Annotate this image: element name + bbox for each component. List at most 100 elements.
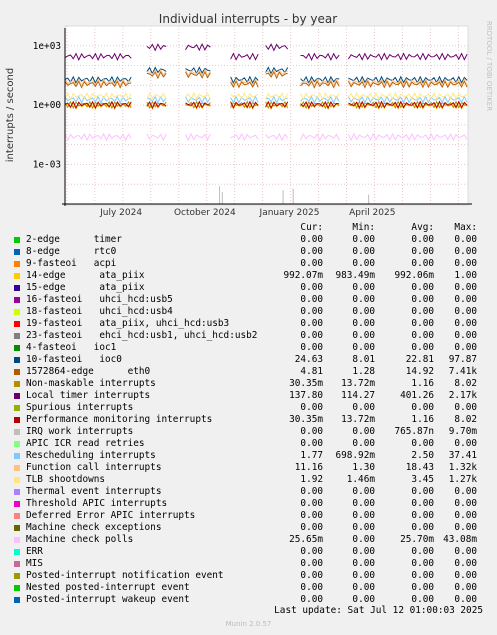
legend-max: 0.00 [454,570,477,581]
plot-area [65,26,468,205]
legend-row: ERR 0.00 0.00 0.00 0.00 [0,546,497,558]
legend-min: 8.01 [352,354,375,365]
col-avg: Avg: [411,222,434,233]
legend-min: 0.00 [352,594,375,605]
legend-max: 7.41k [448,366,477,377]
legend-min: 0.00 [352,546,375,557]
legend-row: MIS 0.00 0.00 0.00 0.00 [0,558,497,570]
legend-label: Posted-interrupt notification event [26,570,224,581]
legend-avg: 0.00 [411,258,434,269]
legend-max: 0.00 [454,246,477,257]
legend-max: 0.00 [454,510,477,521]
legend-swatch [14,369,20,375]
legend-cur: 0.00 [300,522,323,533]
legend-cur: 0.00 [300,246,323,257]
col-min: Min: [352,222,375,233]
legend-row: 18-fasteoi uhci_hcd:usb4 0.00 0.00 0.00 0.00 [0,306,497,318]
series-line [64,68,468,87]
legend-cur: 992.07m [283,270,323,281]
legend-max: 0.00 [454,546,477,557]
legend-swatch [14,549,20,555]
legend-swatch [14,501,20,507]
legend-row: Function call interrupts 11.16 1.30 18.43 1.… [0,462,497,474]
legend-label: Machine check polls [26,534,134,545]
legend-label: 4-fasteoi ioc1 [26,342,117,353]
legend-avg: 992.06m [394,270,434,281]
legend-max: 0.00 [454,486,477,497]
legend-row: 1572864-edge eth0 4.81 1.28 14.92 7.41k [0,366,497,378]
y-axis-label: interrupts / second [5,68,16,162]
legend-min: 0.00 [352,342,375,353]
legend-swatch [14,429,20,435]
legend-min: 0.00 [352,498,375,509]
legend-row: TLB shootdowns 1.92 1.46m 3.45 1.27k [0,474,497,486]
legend-cur: 11.16 [294,462,323,473]
legend-row: APIC ICR read retries 0.00 0.00 0.00 0.00 [0,438,497,450]
legend-row: Posted-interrupt wakeup event 0.00 0.00 0.0… [0,594,497,606]
legend-min: 0.00 [352,582,375,593]
legend-avg: 0.00 [411,282,434,293]
legend-row: Non-maskable interrupts 30.35m 13.72m 1.16 8… [0,378,497,390]
legend-max: 97.87 [448,354,477,365]
legend-row: Spurious interrupts 0.00 0.00 0.00 0.00 [0,402,497,414]
legend-max: 1.32k [448,462,477,473]
legend-label: Deferred Error APIC interrupts [26,510,196,521]
legend-min: 0.00 [352,522,375,533]
legend-min: 0.00 [352,558,375,569]
legend-swatch [14,585,20,591]
legend-max: 0.00 [454,438,477,449]
legend-cur: 0.00 [300,258,323,269]
legend-cur: 1.77 [300,450,323,461]
legend-swatch [14,345,20,351]
legend-cur: 0.00 [300,282,323,293]
legend-label: MIS [26,558,43,569]
x-tick-label: April 2025 [349,208,395,218]
legend-swatch [14,261,20,267]
legend-cur: 0.00 [300,294,323,305]
legend-row: 10-fasteoi ioc0 24.63 8.01 22.81 97.87 [0,354,497,366]
legend-row: Deferred Error APIC interrupts 0.00 0.00 0.… [0,510,497,522]
legend-cur: 0.00 [300,546,323,557]
legend-min: 0.00 [352,402,375,413]
legend-min: 114.27 [341,390,375,401]
legend-row: Local timer interrupts 137.80 114.27 401.26… [0,390,497,402]
legend-avg: 3.45 [411,474,434,485]
legend-min: 0.00 [352,258,375,269]
legend-avg: 0.00 [411,486,434,497]
legend-label: Rescheduling interrupts [26,450,156,461]
legend-avg: 0.00 [411,246,434,257]
legend-label: Performance monitoring interrupts [26,414,213,425]
legend-avg: 0.00 [411,306,434,317]
legend-max: 2.17k [448,390,477,401]
legend-swatch [14,381,20,387]
legend-label: 14-edge ata_piix [26,270,145,281]
legend-min: 0.00 [352,246,375,257]
legend-cur: 0.00 [300,402,323,413]
legend-label: 19-fasteoi ata_piix, uhci_hcd:usb3 [26,318,230,329]
legend-max: 0.00 [454,258,477,269]
legend-max: 0.00 [454,498,477,509]
legend-avg: 2.50 [411,450,434,461]
y-tick-label: 1e-03 [33,159,61,170]
legend-max: 0.00 [454,234,477,245]
legend-row: 2-edge timer 0.00 0.00 0.00 0.00 [0,234,497,246]
legend-row: Thermal event interrupts 0.00 0.00 0.00 0.00 [0,486,497,498]
munin-version: Munin 2.0.57 [225,620,272,628]
legend-avg: 0.00 [411,570,434,581]
legend-min: 0.00 [352,318,375,329]
legend-avg: 765.87n [394,426,434,437]
legend-swatch [14,357,20,363]
legend-avg: 0.00 [411,294,434,305]
legend-min: 0.00 [352,330,375,341]
legend-label: IRQ work interrupts [26,426,134,437]
legend-row: IRQ work interrupts 0.00 0.00 765.87n 9.70m [0,426,497,438]
legend-min: 13.72m [341,378,375,389]
col-cur: Cur: [300,222,323,233]
legend-cur: 1.92 [300,474,323,485]
series-line [64,100,468,110]
legend-cur: 0.00 [300,318,323,329]
legend-swatch [14,405,20,411]
legend-max: 1.27k [448,474,477,485]
legend-row: 14-edge ata_piix 992.07m 983.49m 992.06m 1.0… [0,270,497,282]
